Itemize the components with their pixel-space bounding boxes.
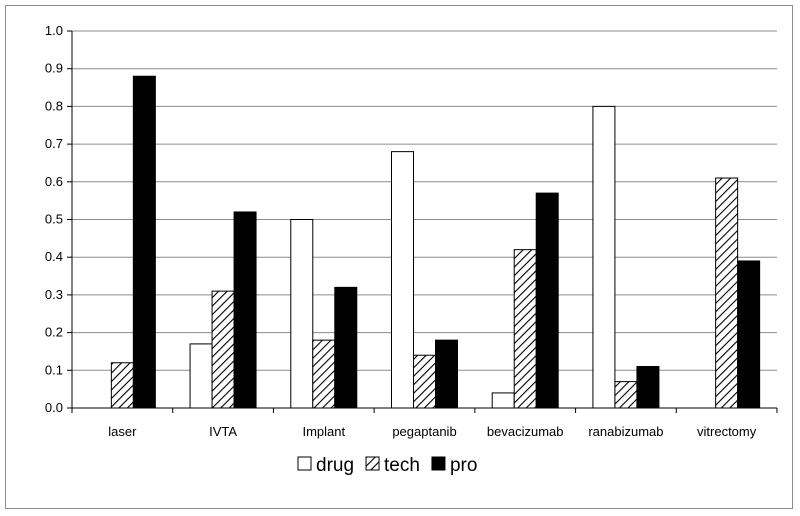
y-tick-label: 0.5 [45,212,63,227]
category-label: Implant [302,424,345,439]
bar-pro-laser [132,75,156,409]
y-tick-label: 0.9 [45,61,63,76]
bar-pro-bevacizumab [535,192,559,409]
category-label: ranabizumab [588,424,663,439]
bars [110,75,761,409]
x-axis-categories: laser IVTA Implant pegaptanib bevacizumab ran… [108,424,756,439]
bar-tech-bevacizumab [513,249,537,409]
legend-label-pro: pro [450,455,477,476]
legend-label-drug: drug [316,455,354,476]
legend-swatch-drug [297,456,312,471]
category-label: pegaptanib [392,424,456,439]
bar-drug-bevacizumab [491,392,515,409]
bar-tech-ranabizumab [614,381,638,409]
category-label: vitrectomy [697,424,757,439]
y-tick-label: 0.7 [45,136,63,151]
y-tick-label: 0.1 [45,362,63,377]
y-tick-label: 0.3 [45,287,63,302]
bar-pro-Implant [334,286,358,409]
bar-tech-IVTA [211,290,235,409]
bar-tech-Implant [312,339,336,409]
category-label: bevacizumab [487,424,564,439]
bar-drug-pegaptanib [391,151,414,409]
bar-drug-ranabizumab [592,105,616,409]
y-tick-label: 0.2 [45,325,63,340]
y-axis-ticks: 0.0 0.1 0.2 0.3 0.4 0.5 0.6 0.7 0.8 0.9 1.0 [45,23,72,415]
bar-pro-pegaptanib [435,339,458,409]
gridlines [72,30,777,409]
bar-pro-IVTA [233,211,257,409]
legend: drug tech pro [297,455,477,476]
category-label: laser [108,424,137,439]
y-tick-label: 0.8 [45,98,63,113]
bar-drug-Implant [290,219,314,409]
bar-drug-IVTA [189,343,213,409]
bar-tech-pegaptanib [413,354,436,409]
y-tick-label: 1.0 [45,23,63,38]
y-tick-label: 0.0 [45,400,63,415]
legend-swatch-tech [365,456,380,471]
bar-pro-ranabizumab [636,366,660,409]
bar-pro-vitrectomy [737,260,761,409]
bar-tech-vitrectomy [715,177,739,409]
y-tick-label: 0.4 [45,249,63,264]
bar-tech-laser [110,362,134,409]
axes [71,31,778,413]
legend-label-tech: tech [384,455,420,476]
category-label: IVTA [209,424,237,439]
legend-swatch-pro [431,456,446,471]
y-tick-label: 0.6 [45,174,63,189]
